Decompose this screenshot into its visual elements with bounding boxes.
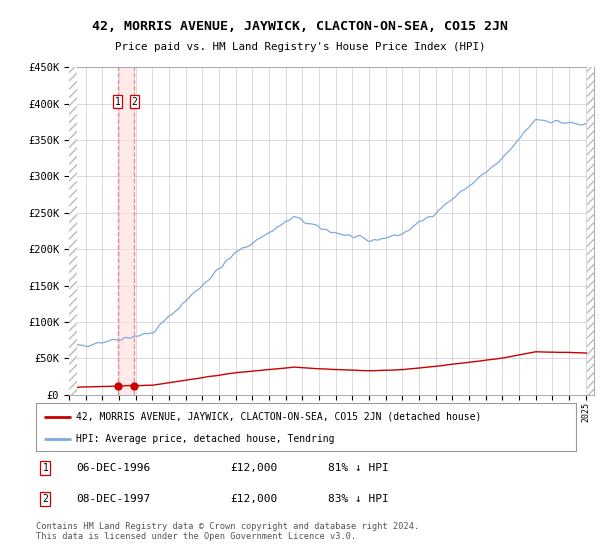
Text: Price paid vs. HM Land Registry's House Price Index (HPI): Price paid vs. HM Land Registry's House … [115,42,485,52]
Bar [587,67,594,395]
Text: 42, MORRIS AVENUE, JAYWICK, CLACTON-ON-SEA, CO15 2JN: 42, MORRIS AVENUE, JAYWICK, CLACTON-ON-S… [92,20,508,32]
Text: 42, MORRIS AVENUE, JAYWICK, CLACTON-ON-SEA, CO15 2JN (detached house): 42, MORRIS AVENUE, JAYWICK, CLACTON-ON-S… [77,412,482,422]
Text: 08-DEC-1997: 08-DEC-1997 [77,494,151,503]
Text: 1: 1 [115,96,121,106]
Bar [118,67,134,395]
Text: 2: 2 [131,96,137,106]
Text: £12,000: £12,000 [230,463,278,473]
Text: 1: 1 [43,463,49,473]
Text: £12,000: £12,000 [230,494,278,503]
Text: 83% ↓ HPI: 83% ↓ HPI [328,494,388,503]
Text: 81% ↓ HPI: 81% ↓ HPI [328,463,388,473]
Text: Contains HM Land Registry data © Crown copyright and database right 2024.
This d: Contains HM Land Registry data © Crown c… [36,522,419,542]
Text: 06-DEC-1996: 06-DEC-1996 [77,463,151,473]
Text: 2: 2 [43,494,49,503]
Bar [69,67,77,395]
Text: HPI: Average price, detached house, Tendring: HPI: Average price, detached house, Tend… [77,434,335,444]
